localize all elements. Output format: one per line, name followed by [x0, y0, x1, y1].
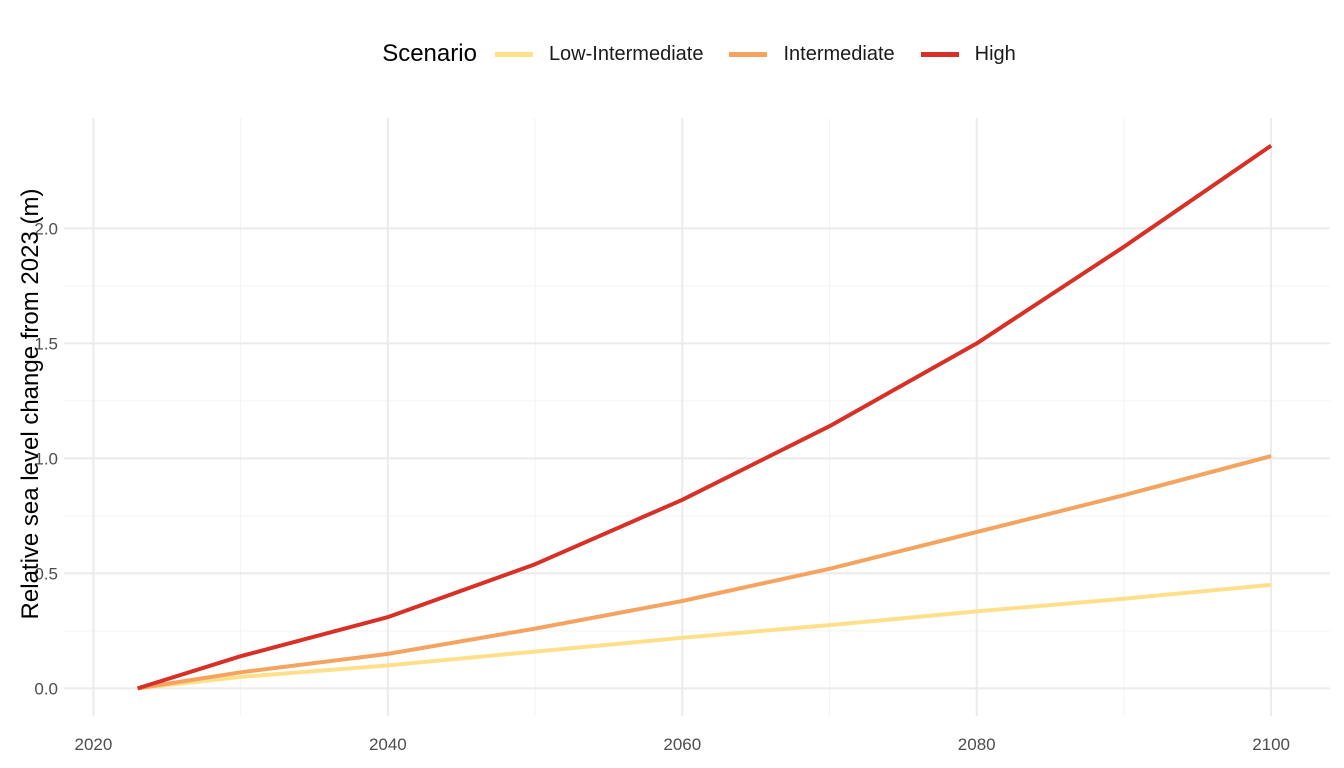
legend-swatch: [920, 51, 959, 57]
y-axis-title: Relative sea level change from 2023 (m): [17, 189, 44, 620]
legend-label: High: [974, 42, 1016, 65]
x-tick-label: 2080: [958, 735, 996, 754]
x-tick-label: 2060: [663, 735, 701, 754]
legend-swatch: [494, 51, 533, 57]
series-line-intermediate: [137, 454, 1272, 691]
legend-label: Intermediate: [783, 42, 895, 65]
legend-swatch: [729, 51, 768, 57]
y-tick-label: 1.5: [34, 334, 58, 353]
series-line-high: [137, 143, 1273, 691]
legend-item-high: High: [920, 42, 1016, 66]
legend-item-intermediate: Intermediate: [729, 42, 895, 66]
y-tick-label: 1.0: [34, 449, 58, 468]
grid: [64, 118, 1330, 716]
x-tick-label: 2100: [1252, 735, 1290, 754]
x-tick-label: 2020: [75, 735, 113, 754]
y-tick-label: 0.0: [34, 679, 58, 698]
legend-title: Scenario: [382, 40, 477, 67]
legend: Scenario Low-Intermediate Intermediate H…: [0, 36, 1344, 72]
x-tick-label: 2040: [369, 735, 407, 754]
y-tick-label: 0.5: [34, 564, 58, 583]
legend-item-low-intermediate: Low-Intermediate: [494, 42, 704, 66]
legend-label: Low-Intermediate: [548, 42, 704, 65]
series-lines: [137, 143, 1273, 691]
axis-ticks: 2020 2040 2060 2080 2100 0.0 0.5 1.0 1.5 2.0: [34, 219, 1290, 754]
series-line-low-intermediate: [137, 582, 1272, 691]
y-tick-label: 2.0: [34, 219, 58, 238]
